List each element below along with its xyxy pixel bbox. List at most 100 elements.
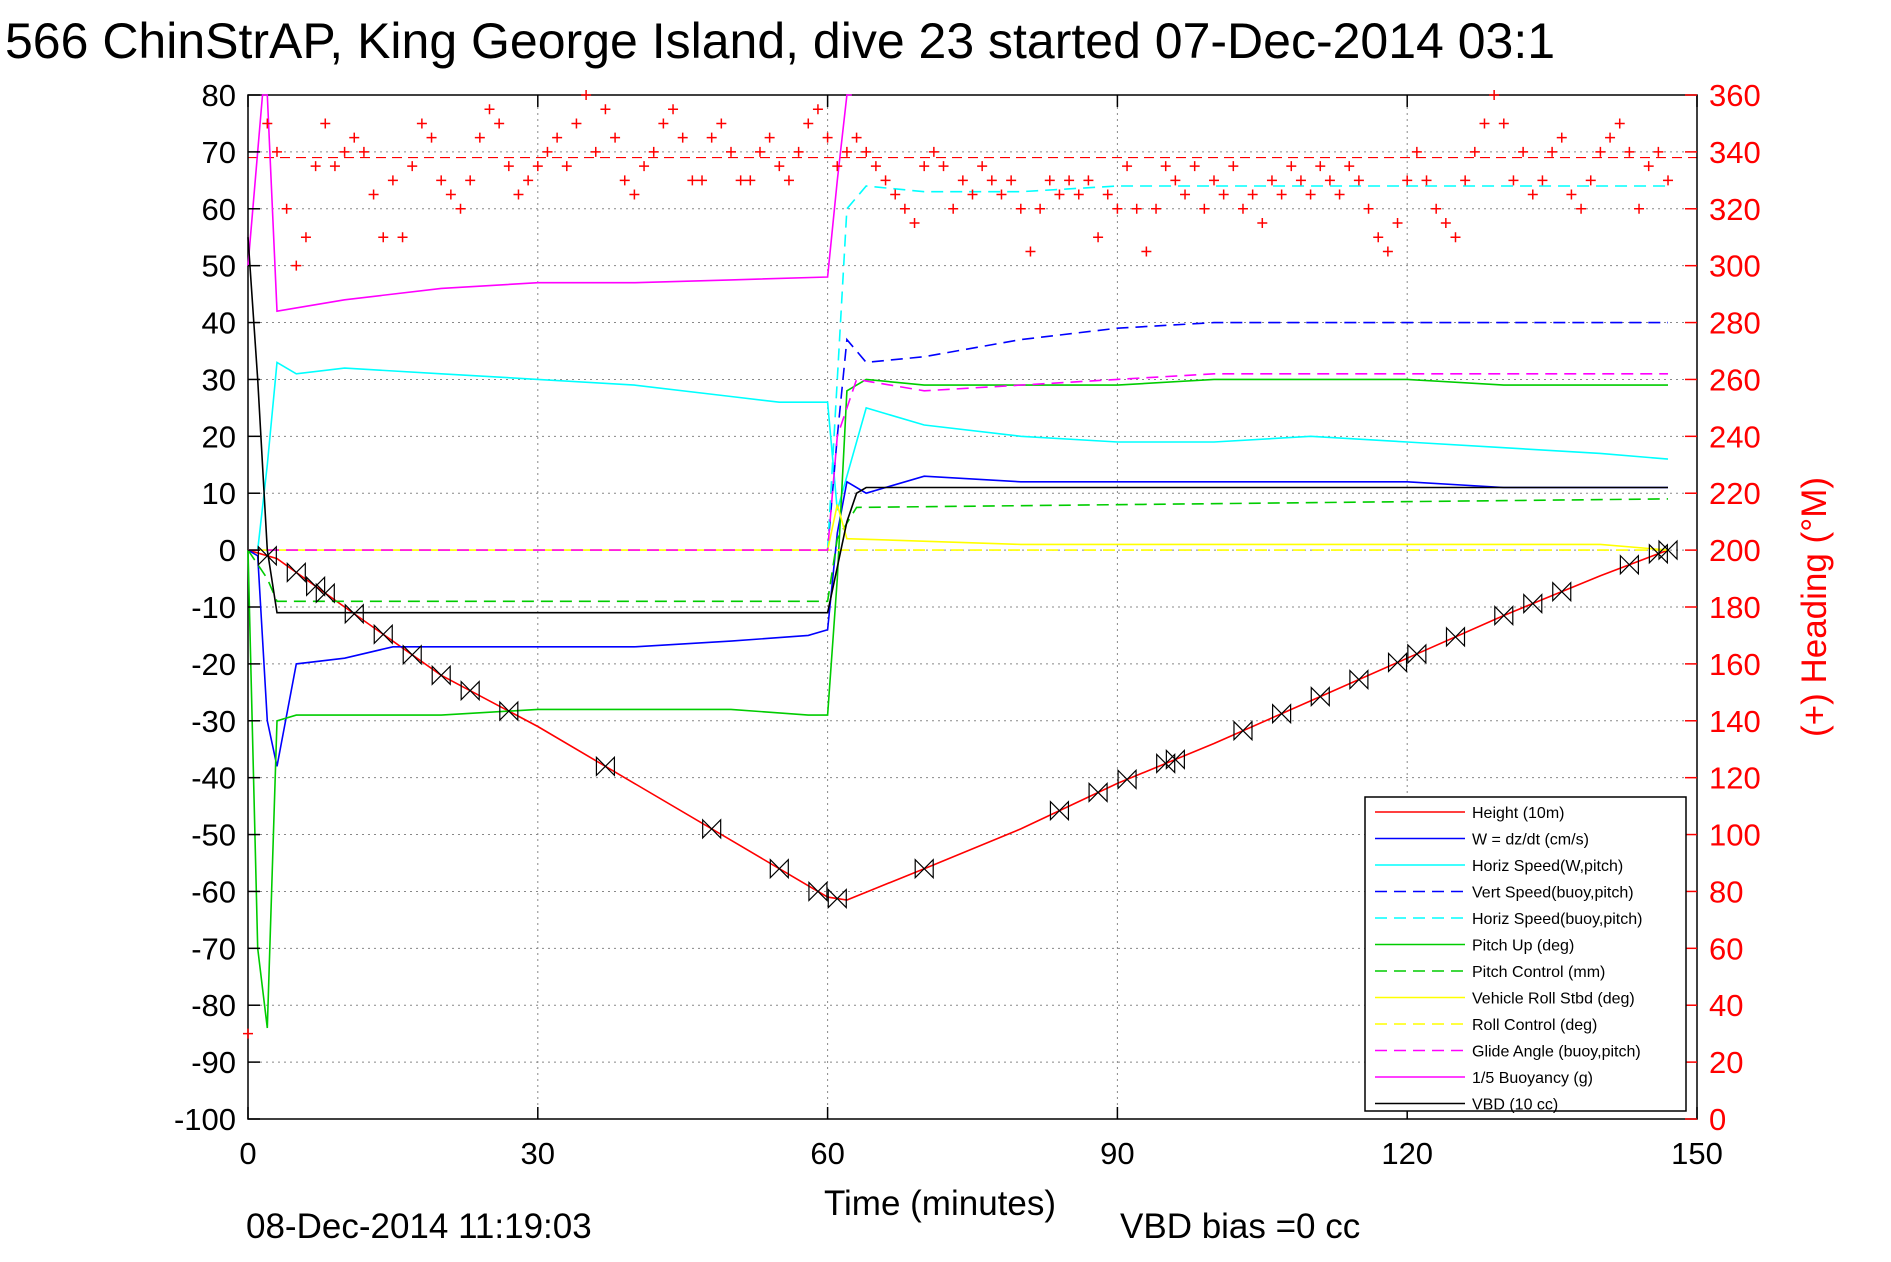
y-tick-label: -80 — [191, 988, 236, 1023]
heading-marker — [716, 118, 727, 129]
heading-marker — [822, 132, 833, 143]
heading-marker — [1663, 175, 1674, 186]
heading-marker — [909, 218, 920, 228]
heading-marker — [465, 175, 476, 186]
heading-marker — [1315, 161, 1326, 172]
heading-marker — [291, 260, 302, 271]
y-tick-label: -20 — [191, 647, 236, 682]
height-marker — [1494, 605, 1514, 626]
heading-marker — [706, 132, 717, 143]
legend-entry: Pitch Control (mm) — [1472, 964, 1605, 981]
heading-marker — [329, 161, 340, 172]
heading-marker — [1160, 161, 1171, 172]
height-marker — [1272, 703, 1292, 725]
heading-marker — [861, 146, 872, 157]
y-tick-label: 50 — [202, 249, 236, 284]
heading-marker — [1566, 189, 1577, 200]
y2-tick-label: 220 — [1709, 476, 1761, 511]
heading-marker — [1460, 175, 1471, 186]
height-marker — [1349, 669, 1369, 690]
heading-marker — [339, 146, 350, 157]
height-markers — [257, 539, 1678, 910]
legend-entry: Horiz Speed(W,pitch) — [1472, 858, 1623, 875]
heading-marker — [358, 146, 369, 157]
legend-entry: W = dz/dt (cm/s) — [1472, 832, 1589, 849]
height-marker — [315, 582, 335, 604]
height-marker — [827, 888, 847, 910]
heading-marker — [513, 189, 524, 200]
series-line-3 — [826, 321, 1668, 551]
heading-marker — [832, 161, 843, 172]
y2-tick-label: 40 — [1709, 988, 1743, 1023]
height-marker — [306, 575, 326, 597]
series-line-1 — [247, 475, 1668, 767]
y2-tick-label: 240 — [1709, 419, 1761, 454]
height-marker — [1552, 581, 1572, 603]
heading-marker — [1266, 175, 1277, 186]
heading-marker — [1518, 146, 1529, 157]
heading-marker — [967, 189, 978, 200]
y2-tick-label: 320 — [1709, 192, 1761, 227]
legend-entry: Vehicle Roll Stbd (deg) — [1472, 991, 1635, 1008]
legend: Height (10m) W = dz/dt (cm/s) Horiz Speed(… — [1364, 796, 1687, 1114]
heading-marker — [1402, 175, 1413, 186]
heading-marker — [368, 189, 379, 200]
heading-marker — [1276, 189, 1287, 200]
height-marker — [808, 880, 828, 902]
heading-marker — [1073, 189, 1084, 200]
height-marker — [1165, 749, 1185, 770]
heading-marker — [1151, 203, 1162, 214]
heading-marker — [1344, 161, 1355, 172]
y2-tick-label: 140 — [1709, 704, 1761, 739]
heading-marker — [1170, 175, 1181, 186]
x-tick-label: 60 — [810, 1136, 844, 1171]
footer-vbd-bias: VBD bias =0 cc — [1120, 1207, 1360, 1246]
y2-tick-label: 200 — [1709, 533, 1761, 568]
height-marker — [286, 562, 306, 583]
heading-marker — [1508, 175, 1519, 186]
heading-marker — [494, 118, 505, 129]
height-marker — [1523, 593, 1543, 615]
legend-entry: Height (10m) — [1472, 805, 1564, 822]
heading-marker — [1440, 218, 1451, 228]
heading-marker — [629, 189, 640, 200]
heading-marker — [1498, 118, 1509, 129]
x-tick-label: 120 — [1381, 1136, 1433, 1171]
y2-tick-label: 340 — [1709, 135, 1761, 170]
legend-box — [1364, 796, 1687, 1112]
heading-marker — [764, 132, 775, 143]
legend-entry: Pitch Up (deg) — [1472, 938, 1574, 955]
y-tick-label: 80 — [202, 78, 236, 113]
heading-marker — [561, 161, 572, 172]
heading-marker — [1247, 189, 1258, 200]
heading-marker — [1392, 218, 1403, 228]
y2-tick-label: 20 — [1709, 1045, 1743, 1080]
y2-tick-label: 100 — [1709, 818, 1761, 853]
heading-marker — [243, 1028, 253, 1039]
series-line-9 — [248, 372, 1668, 551]
y2-tick-label: 80 — [1709, 874, 1743, 909]
heading-marker — [262, 118, 273, 129]
heading-marker — [803, 118, 814, 129]
heading-marker — [1373, 232, 1384, 243]
heading-marker — [1537, 175, 1548, 186]
heading-marker — [841, 146, 852, 157]
heading-marker — [600, 104, 611, 115]
y2-tick-label: 160 — [1709, 647, 1761, 682]
y2-tick-label: 120 — [1709, 761, 1761, 796]
heading-marker — [1334, 189, 1345, 200]
heading-marker — [1122, 161, 1133, 172]
series-line-11 — [247, 237, 1668, 614]
height-marker — [431, 664, 451, 686]
heading-marker — [890, 189, 901, 200]
y2-tick-label: 60 — [1709, 931, 1743, 966]
height-marker — [1310, 686, 1330, 708]
heading-marker — [281, 203, 292, 214]
y-tick-label: -100 — [174, 1102, 236, 1137]
y-tick-label: -50 — [191, 818, 236, 853]
x-tick-label: 90 — [1100, 1136, 1134, 1171]
heading-marker — [436, 175, 447, 186]
y-tick-label: 70 — [202, 135, 236, 170]
height-marker — [402, 644, 422, 666]
